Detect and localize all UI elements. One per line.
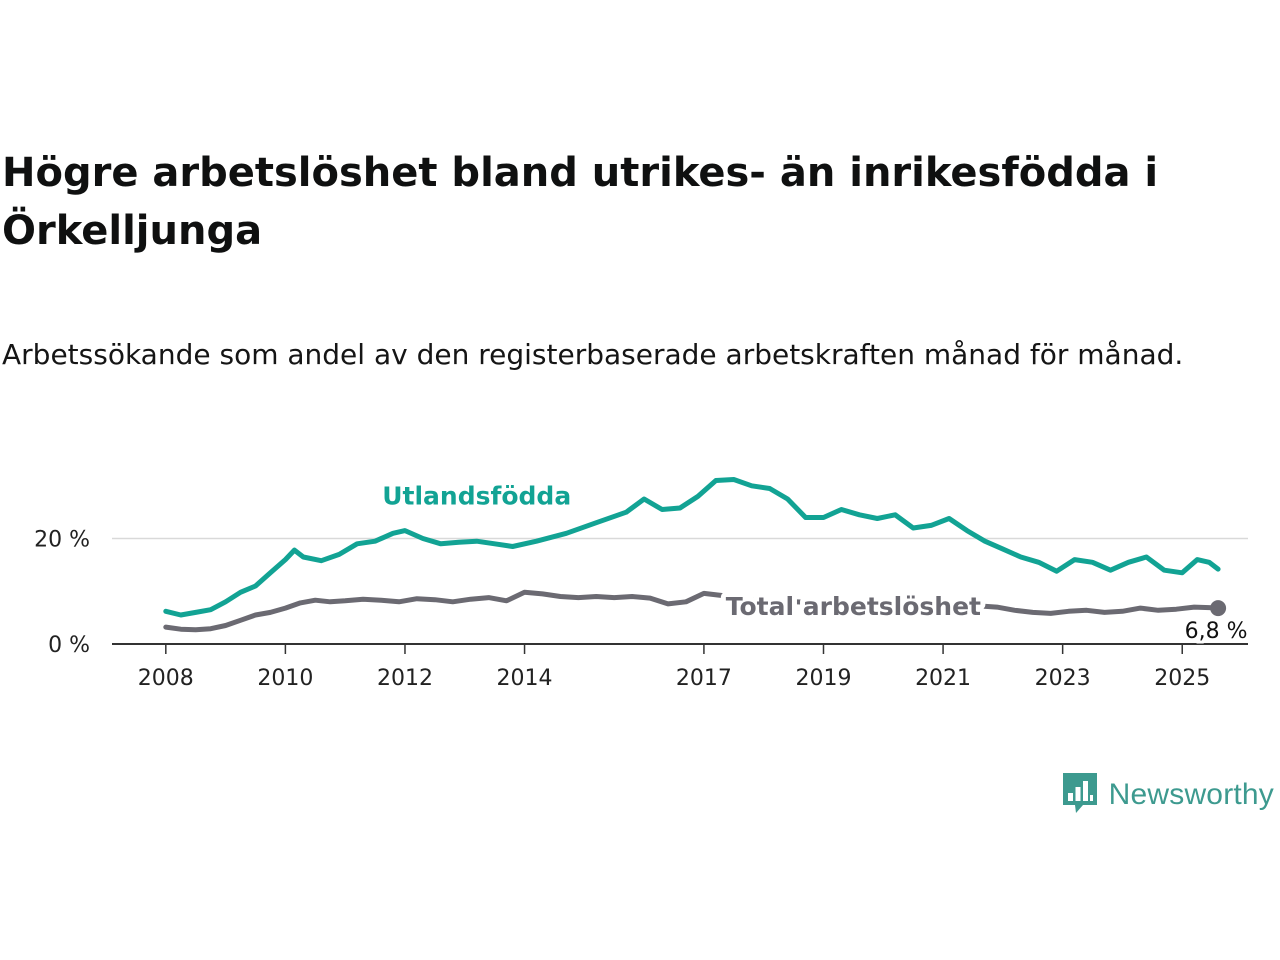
x-tick-label: 2010	[257, 666, 313, 691]
x-tick-label: 2008	[138, 666, 194, 691]
logo-text: Newsworthy	[1108, 778, 1274, 811]
series-layer	[163, 477, 1221, 633]
x-tick-label: 2014	[497, 666, 553, 691]
chart-subtitle: Arbetssökande som andel av den registerb…	[2, 338, 1184, 371]
end-value-label: 6,8 %	[1185, 619, 1248, 644]
axis-layer: 0 % 20 % 2008 2010 2012 2014 2017 2019 2021 2023 2…	[34, 528, 1248, 691]
newsworthy-logo: Newsworthy	[1061, 772, 1274, 818]
x-tick-label: 2025	[1154, 666, 1210, 691]
x-tick-label: 2023	[1035, 666, 1091, 691]
x-tick-label: 2019	[795, 666, 851, 691]
y-tick-label: 0 %	[48, 633, 90, 658]
line-chart: 0 % 20 % 2008 2010 2012 2014 2017 2019 2021 2023 2…	[34, 476, 1250, 691]
end-point-marker	[1210, 600, 1227, 617]
label-layer: Utlandsfödda Total arbetslöshet 6,8 %	[377, 476, 1250, 647]
series-line-1	[163, 589, 1221, 633]
bar-chart-speech-bubble-icon	[1061, 771, 1099, 819]
y-tick-label: 20 %	[34, 528, 90, 553]
x-tick-label: 2021	[915, 666, 971, 691]
x-tick-label: 2017	[676, 666, 732, 691]
series-line-0	[163, 477, 1221, 618]
x-tick-label: 2012	[377, 666, 433, 691]
series-label-total: Total arbetslöshet	[726, 592, 981, 621]
series-label-utlandsfodda: Utlandsfödda	[382, 481, 571, 510]
chart-title: Högre arbetslöshet bland utrikes- än inr…	[2, 150, 1159, 254]
